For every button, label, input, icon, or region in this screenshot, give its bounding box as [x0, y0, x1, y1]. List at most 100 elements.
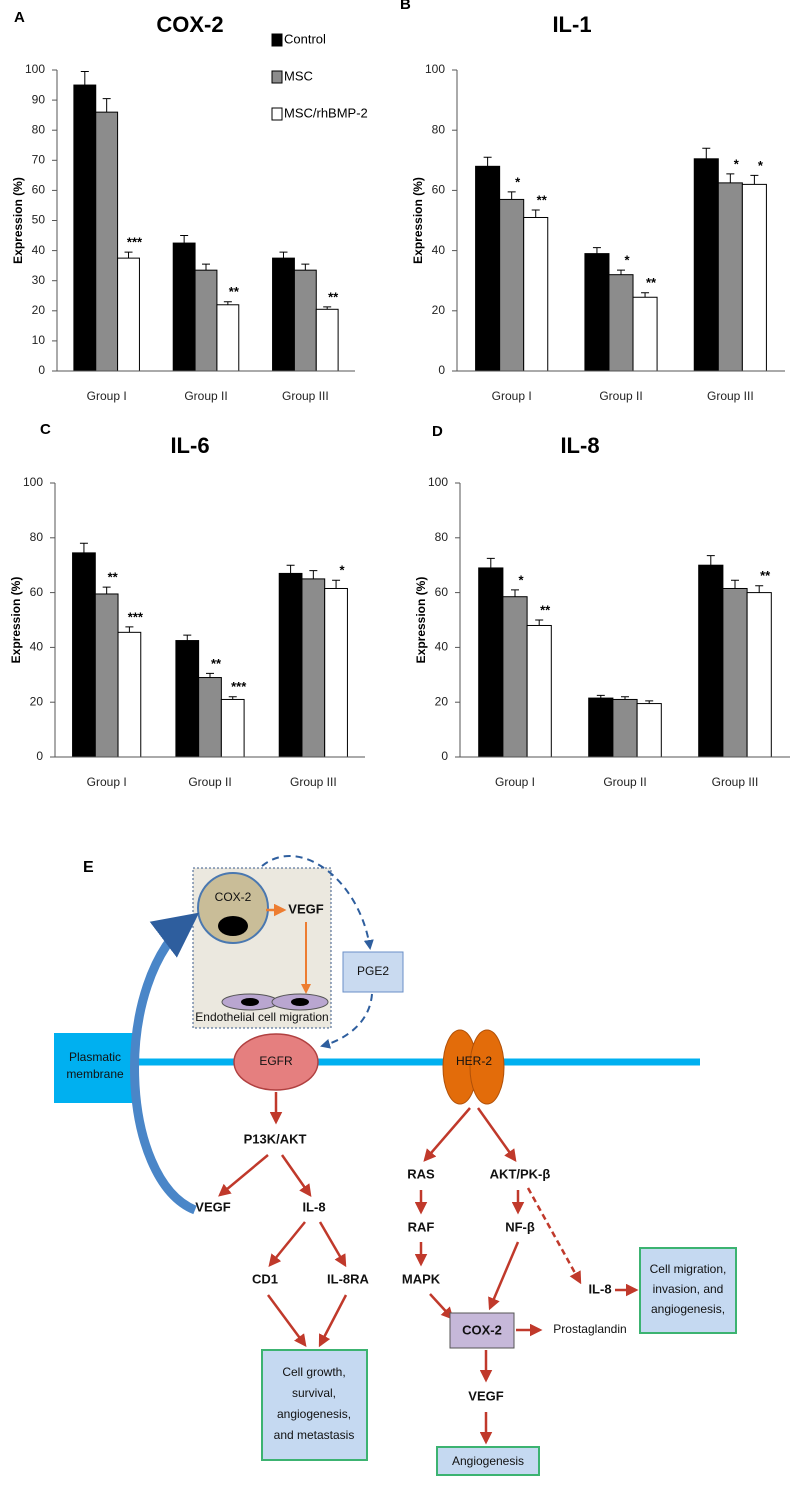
migration-box: [639, 1247, 737, 1334]
error-bar: [531, 209, 540, 218]
y-tick-label: 60: [30, 585, 44, 599]
bar: [73, 84, 97, 372]
x-tick-label: Group I: [492, 389, 532, 403]
error-bar: [617, 269, 625, 275]
bar: [194, 269, 218, 372]
cox2: COX-2: [462, 1322, 502, 1337]
inset-vegf: VEGF: [288, 901, 323, 916]
nucleus: [291, 998, 309, 1006]
x-tick-label: Group I: [87, 389, 127, 403]
error-bar: [706, 555, 715, 566]
bar: [478, 567, 504, 758]
error-bar: [592, 247, 601, 254]
significance: ***: [128, 609, 144, 624]
panel-label: C: [40, 421, 51, 438]
akt: AKT/PK-β: [490, 1166, 551, 1181]
y-tick-label: 40: [32, 243, 46, 257]
y-tick-label: 80: [30, 530, 44, 544]
bar: [117, 631, 142, 758]
error-bar: [483, 156, 492, 167]
bar: [741, 183, 767, 372]
x-tick-label: Group III: [712, 775, 759, 789]
significance: **: [540, 602, 551, 617]
bar: [216, 304, 240, 372]
error-bar: [301, 263, 310, 271]
y-tick-label: 100: [25, 62, 45, 76]
legend-swatch: [271, 107, 283, 121]
raf: RAF: [408, 1219, 435, 1234]
y-axis-label: Expression (%): [11, 177, 25, 264]
cd1: CD1: [252, 1271, 278, 1286]
y-tick-label: 100: [23, 475, 43, 489]
curved-arrow: [130, 912, 200, 1215]
y-tick-label: 80: [432, 122, 446, 136]
error-bar: [726, 173, 735, 183]
bar: [172, 242, 196, 372]
error-bar: [125, 626, 134, 633]
significance: **: [229, 284, 240, 299]
bar: [324, 587, 348, 758]
y-tick-label: 40: [435, 640, 449, 654]
ras: RAS: [407, 1166, 435, 1181]
box-line: angiogenesis,: [277, 1407, 351, 1421]
y-tick-label: 40: [30, 640, 44, 654]
arrow: [318, 1294, 348, 1348]
significance: *: [758, 158, 764, 173]
error-bar: [309, 570, 318, 579]
error-bar: [702, 147, 711, 159]
dashed-arrow: [526, 1187, 582, 1285]
significance: **: [328, 289, 339, 304]
box-line: Cell growth,: [282, 1365, 345, 1379]
error-bar: [535, 619, 544, 626]
y-axis-label: Expression (%): [411, 177, 425, 264]
x-tick-label: Group I: [87, 775, 127, 789]
dashed-arrow: [261, 855, 374, 950]
y-tick-label: 80: [32, 122, 46, 136]
bar: [636, 703, 662, 758]
significance: ***: [231, 679, 247, 694]
x-tick-label: Group III: [290, 775, 337, 789]
x-tick-label: Group II: [184, 389, 227, 403]
y-tick-label: 0: [438, 363, 445, 377]
error-bar: [202, 263, 210, 271]
bar: [198, 677, 222, 758]
x-tick-label: Group III: [707, 389, 754, 403]
membrane-label: Plasmatic: [69, 1050, 121, 1064]
arrows: [218, 1092, 639, 1445]
error-bar: [596, 694, 605, 699]
cox2-box: [449, 1312, 515, 1349]
significance: **: [760, 568, 771, 583]
arrow: [488, 1241, 520, 1311]
box-line: Cell migration,: [650, 1262, 727, 1276]
error-bar: [102, 98, 111, 113]
significance: *: [624, 253, 630, 268]
panel-label: D: [432, 423, 443, 440]
error-bar: [80, 71, 89, 86]
box-line: and metastasis: [274, 1428, 355, 1442]
y-tick-label: 20: [30, 694, 44, 708]
dashed-arrow: [320, 993, 373, 1049]
arrow: [218, 1154, 269, 1197]
error-bar: [621, 696, 629, 700]
y-tick-label: 30: [32, 273, 46, 287]
y-tick-label: 0: [441, 749, 448, 763]
arrow: [423, 1107, 471, 1162]
error-bar: [332, 579, 341, 589]
il8: IL-8: [588, 1281, 611, 1296]
bar: [588, 697, 614, 758]
pathway-diagram: E COX-2 VEGF Endothelial cell migration …: [54, 855, 737, 1476]
pge2-box: [342, 951, 404, 993]
bar: [94, 593, 119, 758]
error-bar: [180, 235, 189, 244]
growth-box: [261, 1349, 368, 1461]
bar: [523, 216, 549, 372]
bar: [293, 269, 317, 372]
error-bar: [286, 564, 295, 574]
y-tick-label: 20: [432, 303, 446, 317]
chart-title: IL-6: [170, 433, 209, 458]
y-axis-label: Expression (%): [9, 577, 23, 664]
bar: [693, 158, 719, 372]
y-tick-label: 10: [32, 333, 46, 347]
significance: **: [646, 275, 657, 290]
